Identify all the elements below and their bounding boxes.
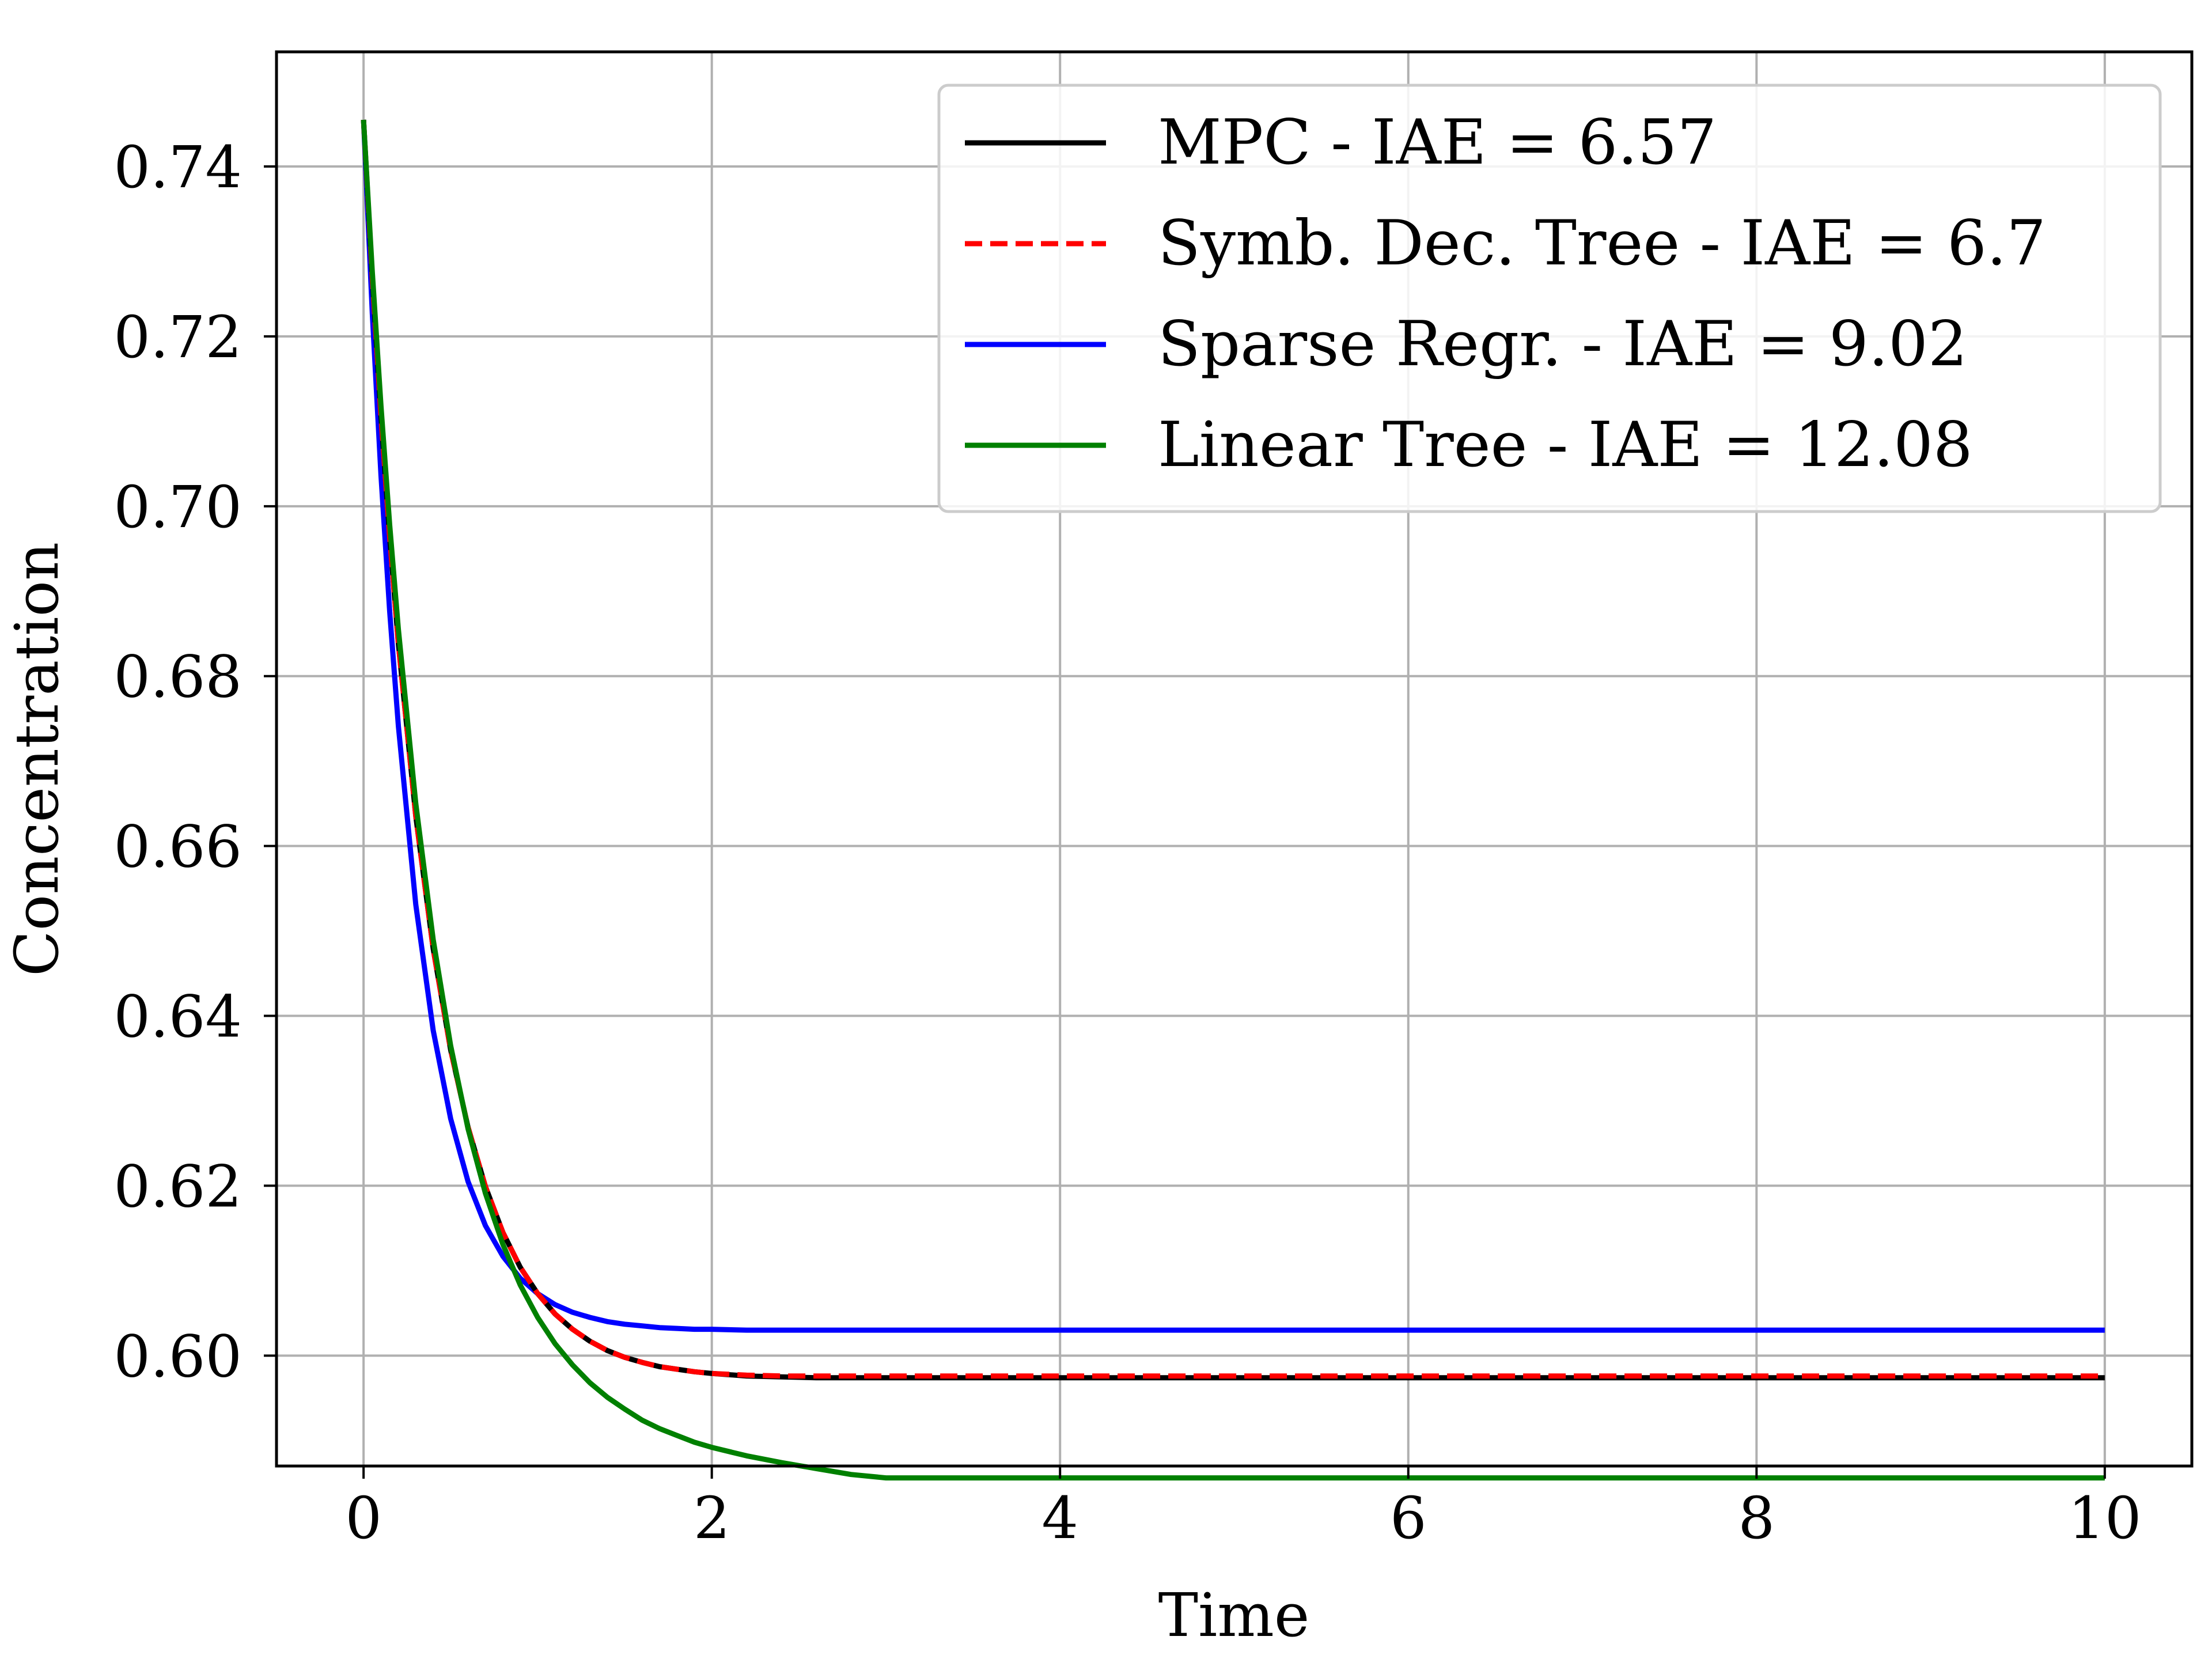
legend-label-2: Sparse Regr. - IAE = 9.02 [1158,308,1968,380]
legend-label-0: MPC - IAE = 6.57 [1158,107,1717,179]
x-tick-label: 2 [694,1484,730,1552]
y-tick-label: 0.72 [113,304,242,371]
y-tick-label: 0.66 [113,813,242,881]
plot-frame [275,50,2194,1468]
legend-label-3: Linear Tree - IAE = 12.08 [1158,409,1973,481]
y-tick-label: 0.68 [113,643,242,711]
x-axis-title: Time [1158,1580,1310,1650]
series-line-2 [361,119,2105,1333]
y-axis-title: Concentration [2,542,72,976]
x-tick-label: 6 [1390,1484,1427,1552]
y-tick-label: 0.60 [113,1323,242,1390]
y-tick-label: 0.62 [113,1153,242,1220]
y-tick-label: 0.64 [113,983,242,1051]
y-tick-label: 0.70 [113,474,242,541]
y-tick-label: 0.74 [113,134,242,201]
series-line-3 [361,119,2105,1481]
x-tick-label: 0 [345,1484,382,1552]
legend-box [937,84,2162,513]
x-tick-label: 10 [2068,1484,2141,1552]
ticks: 0 2 4 6 8 10 0.60 0.62 0.64 0.66 0.68 0.70 0.72 0.74 [113,134,2141,1552]
x-tick-label: 8 [1738,1484,1775,1552]
x-tick-label: 4 [1041,1484,1078,1552]
series-layer [361,119,2105,1481]
legend-label-1: Symb. Dec. Tree - IAE = 6.7 [1158,207,2046,279]
legend: MPC - IAE = 6.57 Symb. Dec. Tree - IAE = … [937,84,2162,513]
